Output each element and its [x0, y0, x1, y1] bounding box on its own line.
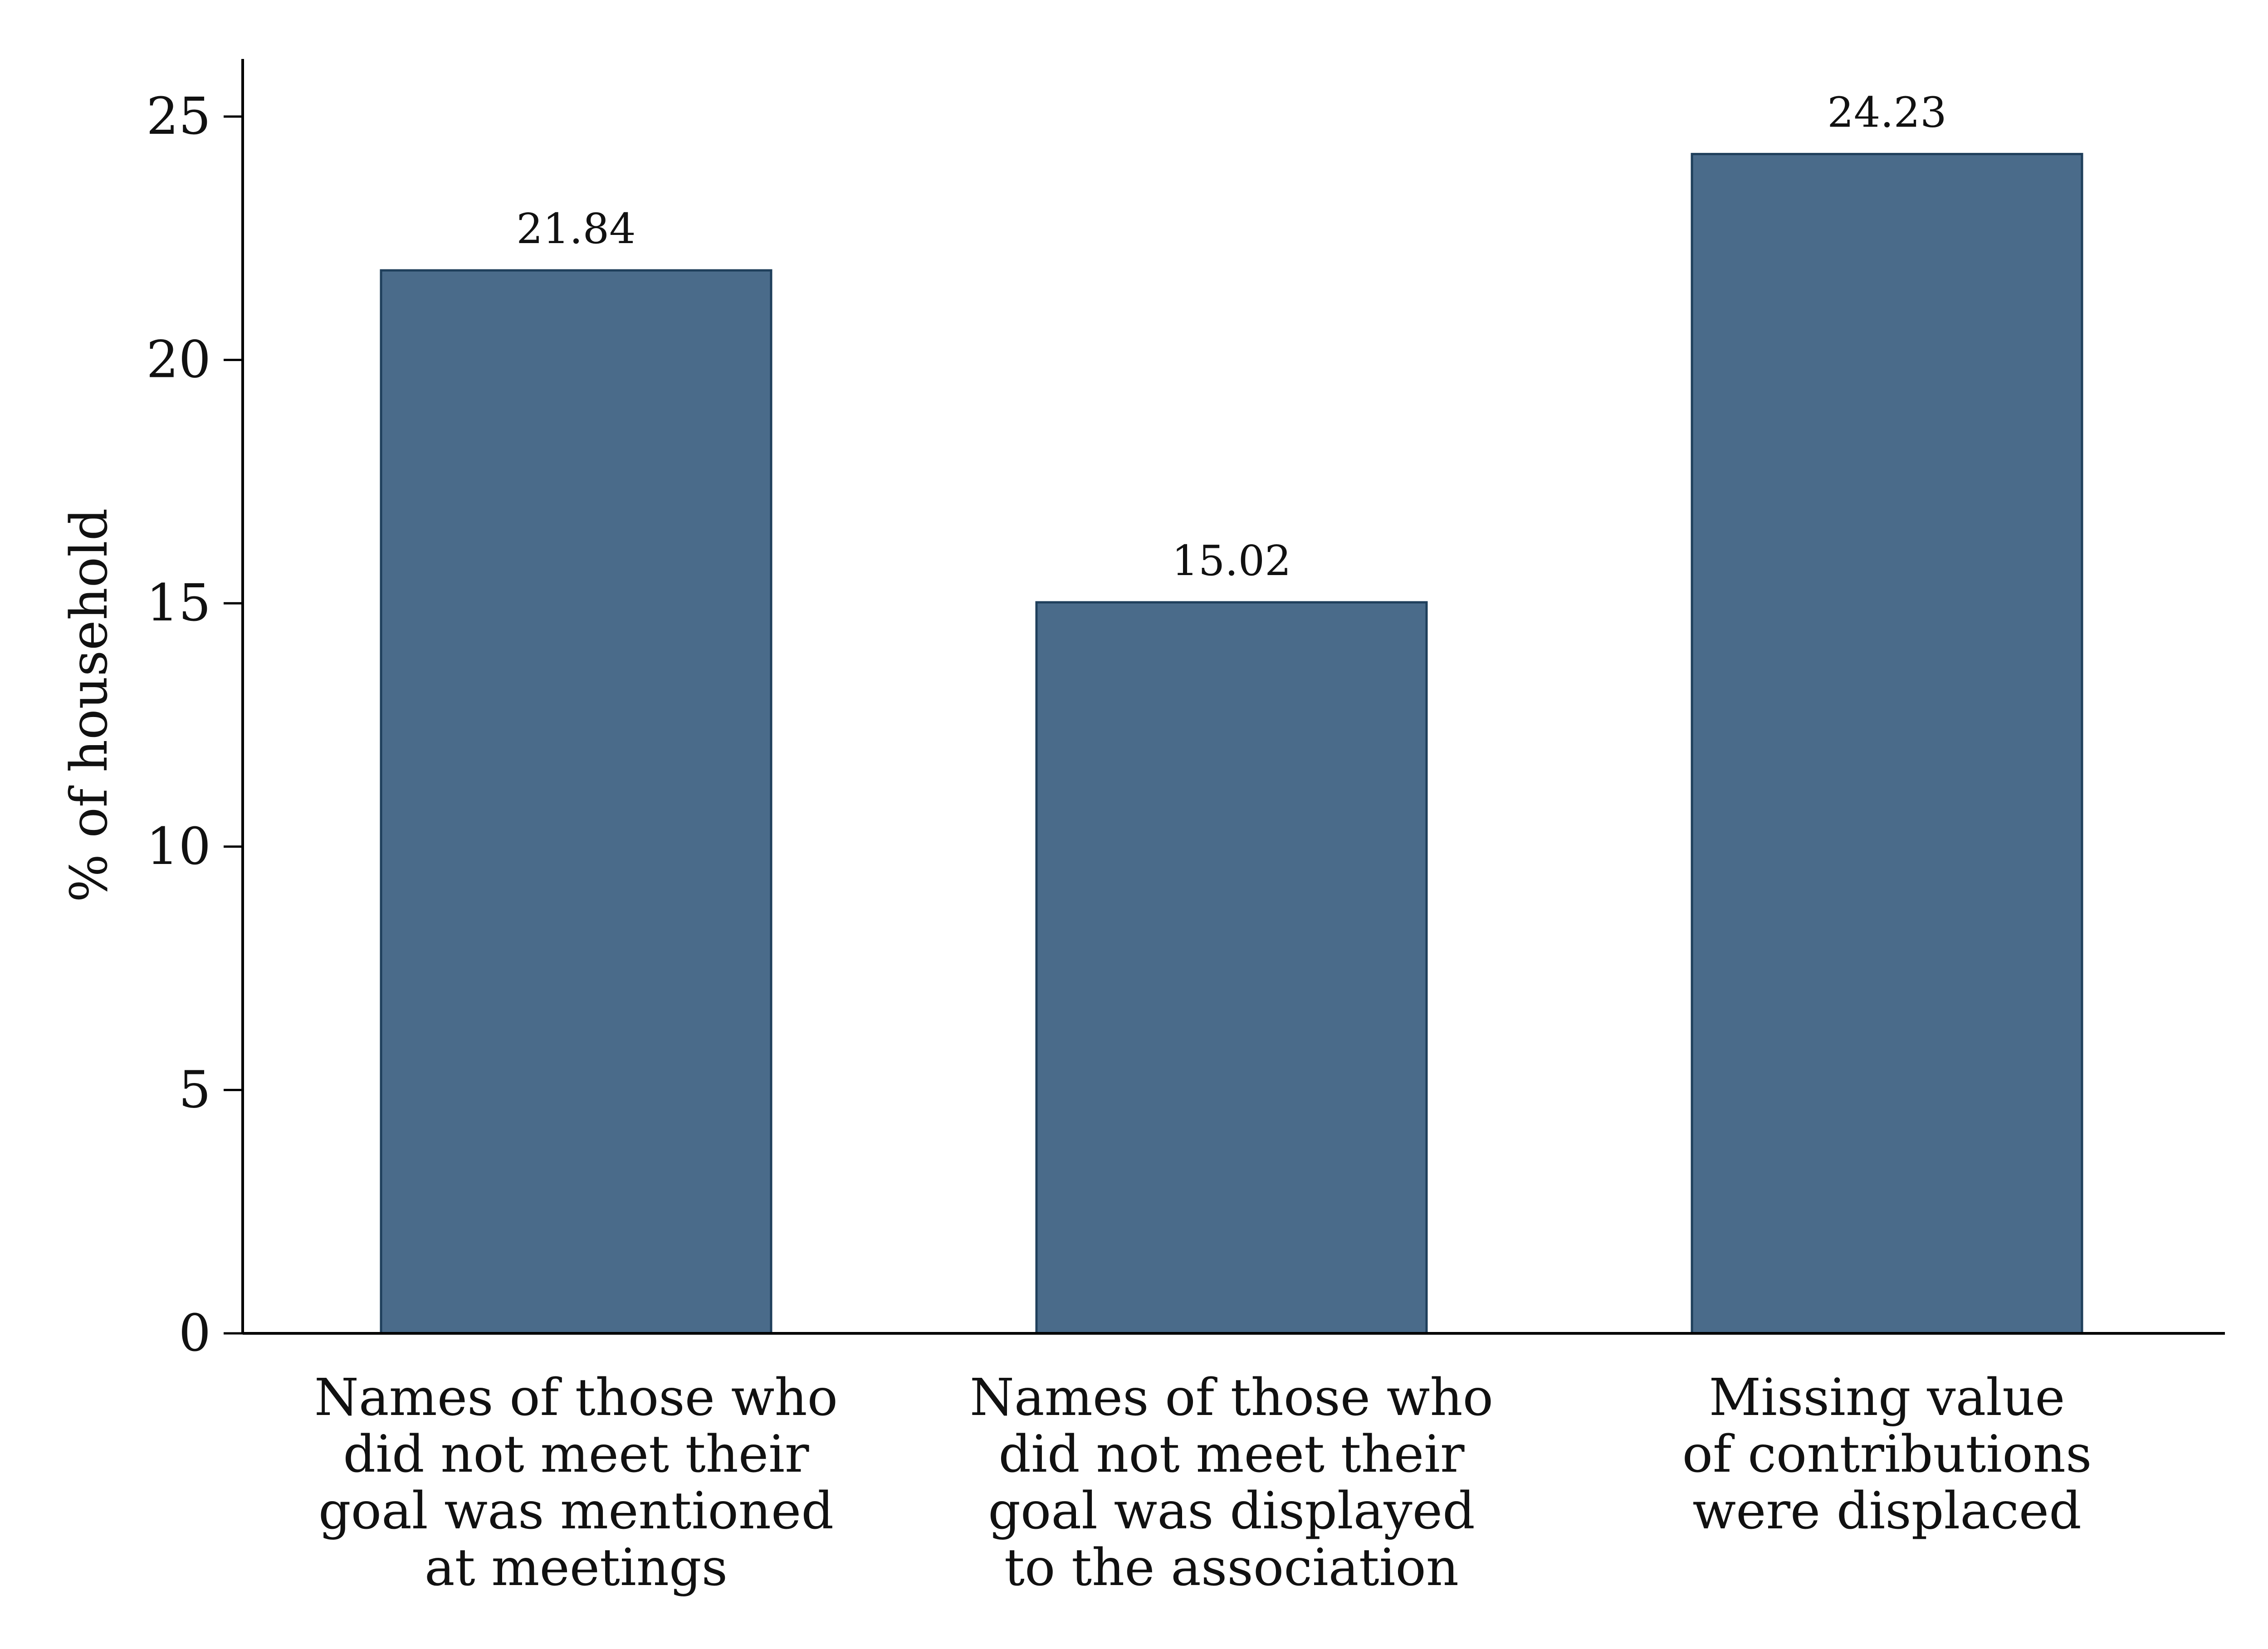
y-tick-label: 25 [146, 87, 211, 146]
y-tick-label: 20 [146, 331, 211, 390]
y-tick-label: 5 [179, 1060, 211, 1119]
bar [380, 269, 772, 1335]
bar [1691, 153, 2083, 1335]
x-category-label: Names of those who did not meet their goal… [970, 1368, 1493, 1597]
y-tick-label: 0 [179, 1304, 211, 1363]
bar-value-label: 15.02 [1172, 537, 1291, 585]
y-tick-label: 15 [146, 574, 211, 633]
bar-value-label: 24.23 [1827, 88, 1946, 137]
labels-layer: 0 5 10 15 20 25 21.84 Names of those who did not… [146, 87, 2092, 1597]
bar [1035, 601, 1428, 1335]
bars-layer [380, 153, 2083, 1335]
y-axis-title: % of household [60, 508, 119, 902]
axes-layer [224, 59, 2225, 1335]
y-tick-label: 10 [146, 817, 211, 876]
x-category-label: Names of those who did not meet their goal… [314, 1368, 838, 1597]
bar-value-label: 21.84 [516, 205, 635, 253]
x-category-label: Missing value of contributions were displa… [1682, 1368, 2092, 1541]
